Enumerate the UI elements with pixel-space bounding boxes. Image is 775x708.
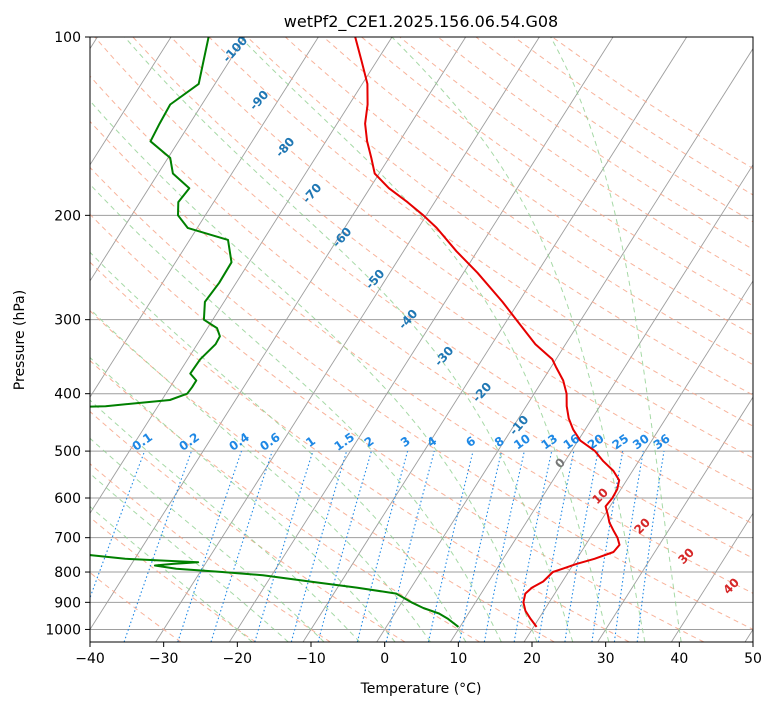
mixing-ratio-line [317,450,372,642]
x-tick-label: −30 [149,651,179,667]
dry-adiabat-line [90,213,705,642]
x-tick-label: 10 [449,651,467,667]
x-tick-label: 50 [744,651,762,667]
isotherm-line [90,37,246,282]
moist-adiabat-line [124,37,574,642]
moist-adiabat-line [90,183,502,642]
x-tick-label: −40 [75,651,105,667]
dry-adiabat-line [90,261,630,642]
y-tick-label: 300 [54,313,81,329]
y-axis-ticks: 100 200 300 400 500 600 700 800 900 1000 [45,30,90,638]
y-tick-label: 500 [54,444,81,460]
moist-adiabat-line [90,100,538,642]
y-tick-label: 600 [54,491,81,507]
moist-adiabat-line [90,505,253,642]
moist-adiabat-line [391,37,646,642]
dry-adiabat-line [90,516,256,642]
y-tick-label: 400 [54,387,81,403]
isotherm-line [228,37,614,642]
moist-adiabat-line [90,399,361,642]
dry-adiabat-line [94,37,753,525]
x-tick-label: 30 [597,651,615,667]
mixing-ratio-line [177,450,243,642]
isotherm-line [90,37,467,631]
mixing-ratio-line [90,450,146,600]
plot-frame [89,36,754,643]
moist-adiabat-line [550,37,682,642]
mixing-ratio-line [458,450,503,642]
mixing-ratio-line [356,450,409,642]
x-tick-label: −10 [296,651,326,667]
x-axis-label: Temperature (°C) [360,681,482,697]
dry-adiabat-line [90,120,753,594]
chart-title: wetPf2_C2E1.2025.156.06.54.G08 [284,12,558,32]
y-tick-label: 100 [54,30,81,46]
moist-adiabat-line [90,308,431,642]
dry-adiabat-line [90,75,753,559]
dry-adiabat-line [90,410,406,642]
y-tick-label: 800 [54,565,81,581]
dry-adiabat-line [90,359,480,642]
moist-adiabat-line [239,37,610,642]
y-axis-label: Pressure (hPa) [12,290,28,390]
dry-adiabat-line [90,166,753,630]
mixing-ratio-line [613,451,644,642]
y-tick-label: 900 [54,595,81,611]
moist-adiabats [90,37,682,642]
x-tick-label: 40 [670,651,688,667]
x-tick-label: 20 [523,651,541,667]
moist-adiabat-line [90,437,325,642]
dry-adiabat-line [208,37,753,427]
dry-adiabats [90,37,753,642]
isotherm-line [90,37,319,398]
mixing-ratio-line [290,450,348,642]
isotherm-line [523,280,753,642]
dry-adiabat-line [132,37,753,492]
moist-adiabat-line [90,251,467,642]
isotherm-line [670,512,753,642]
isotherm-line [597,396,753,642]
x-tick-label: −20 [223,651,253,667]
moist-adiabat-line [90,472,289,642]
isotherm-line [90,37,393,515]
isotherm-grid [90,37,753,642]
y-tick-label: 1000 [45,622,81,638]
mixing-ratio-line [123,450,193,642]
isotherm-line [449,163,753,642]
mixing-ratio-line [636,451,665,642]
mixing-ratio-line [210,450,273,642]
dry-adiabat-line [90,463,331,642]
isotherm-line [376,47,753,642]
isotherm-line [90,37,172,166]
dry-adiabat-line [361,37,753,307]
sounding-profiles [90,37,621,628]
isotherm-line [155,37,540,642]
dry-adiabat-line [285,37,753,366]
moist-adiabat-line [90,356,396,642]
mixing-ratio-lines [90,450,665,642]
dewpoint-profile-line [90,37,460,628]
mixing-ratio-line [254,450,314,642]
x-axis-ticks: −40 −30 −20 −10 0 10 20 30 40 50 [75,642,762,667]
x-tick-label: 0 [380,651,389,667]
dry-adiabat-line [90,310,555,642]
temperature-profile-line [354,37,621,628]
y-tick-label: 700 [54,531,81,547]
mixing-ratio-line [427,450,474,642]
mixing-ratio-line [385,450,435,642]
y-tick-label: 200 [54,208,81,224]
